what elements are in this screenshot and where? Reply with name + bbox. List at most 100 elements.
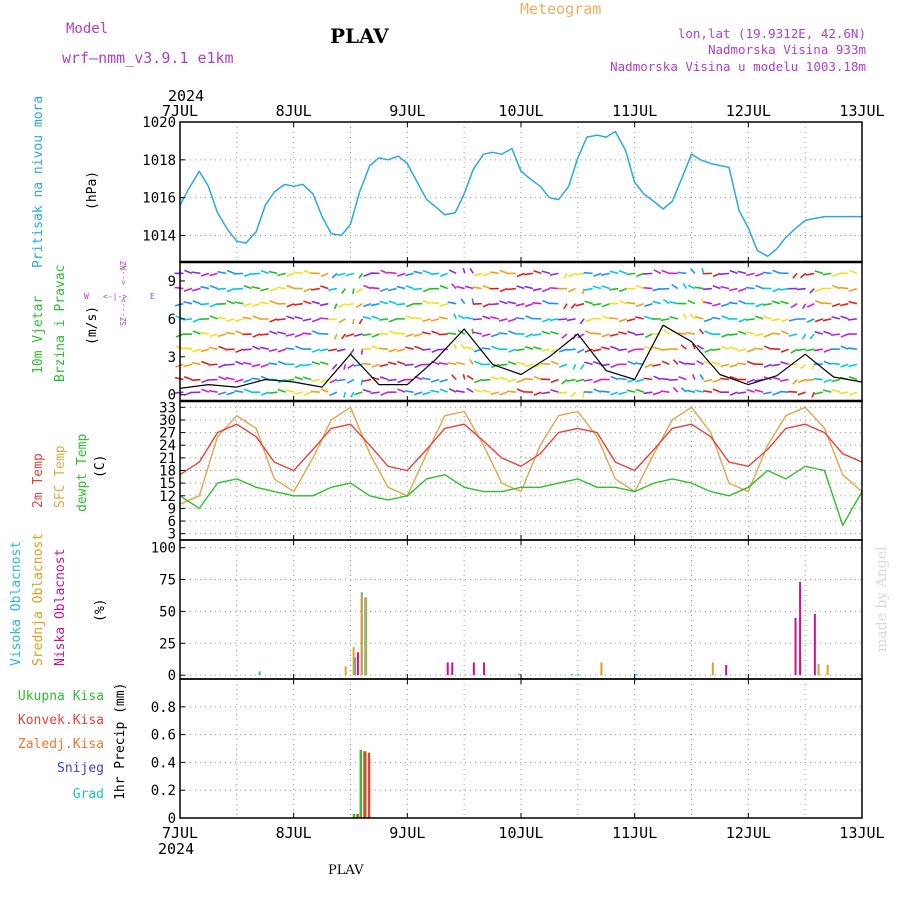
cloud-bar xyxy=(799,582,802,676)
wind-arrow xyxy=(635,316,644,320)
wind-arrow xyxy=(460,343,466,350)
wind-arrow xyxy=(251,272,261,275)
wind-arrow xyxy=(447,301,457,305)
wind-arrow xyxy=(610,345,619,350)
wind-arrow xyxy=(515,302,525,307)
y-tick-label: 0 xyxy=(168,388,176,404)
wind-arrow xyxy=(609,333,619,337)
wind-arrow xyxy=(626,301,636,305)
wind-arrow xyxy=(840,363,849,368)
wind-arrow xyxy=(345,333,355,338)
wind-arrow xyxy=(568,287,576,293)
wind-arrow xyxy=(549,286,559,290)
wind-arrow xyxy=(822,272,832,276)
wind-arrow xyxy=(201,388,210,393)
wind-arrow xyxy=(618,287,628,293)
wind-arrow xyxy=(796,348,806,352)
wind-arrow xyxy=(379,318,389,321)
wind-arrow xyxy=(362,315,372,320)
wind-arrow xyxy=(405,302,414,308)
wind-arrow xyxy=(584,348,593,353)
bottom-time-labels: 7JUL 8JUL 9JUL 10JUL 11JUL 12JUL 13JUL xyxy=(162,824,885,842)
wind-arrow xyxy=(801,303,807,310)
wind-arrow xyxy=(491,345,500,350)
pressure-unit: (hPa) xyxy=(85,171,100,210)
wind-arrow xyxy=(559,363,568,368)
wind-arrow xyxy=(370,302,380,307)
wind-arrow xyxy=(771,318,781,322)
wind-arrow xyxy=(260,375,269,381)
wind-arrow xyxy=(755,284,764,290)
wind-arrow xyxy=(696,344,704,350)
wind-arrow xyxy=(737,391,747,395)
wind-arrow xyxy=(319,361,329,366)
wind-arrow xyxy=(396,302,406,306)
wind-arrow xyxy=(685,362,695,366)
wind-arrow xyxy=(779,378,789,382)
wind-arrow xyxy=(601,272,610,276)
wind-arrow xyxy=(438,333,448,336)
wind-arrow xyxy=(652,287,661,292)
wind-arrow xyxy=(507,300,517,305)
wind-arrow xyxy=(439,284,448,290)
wind-arrow xyxy=(729,287,738,292)
wind-arrow xyxy=(277,388,286,393)
wind-arrow xyxy=(388,348,397,353)
snow-label: Snijeg xyxy=(57,761,104,776)
y-tick-label: 0 xyxy=(168,811,176,827)
wind-arrow xyxy=(345,272,355,277)
wind-arrow xyxy=(644,333,653,339)
cloud-bar xyxy=(483,662,486,676)
wind-arrow xyxy=(515,361,525,366)
wind-arrow xyxy=(208,363,218,366)
wind-arrow xyxy=(438,316,448,320)
wind-arrow xyxy=(448,269,457,275)
wind-arrow xyxy=(396,285,406,290)
wind-arrow xyxy=(286,284,295,290)
wind-arrow xyxy=(464,346,474,350)
wind-arrow xyxy=(831,302,841,308)
wind-arrow xyxy=(678,360,687,366)
y-tick-label: 9 xyxy=(168,501,176,517)
wind-arrow xyxy=(234,301,244,305)
wind-arrow xyxy=(677,332,687,335)
wind-arrow xyxy=(689,268,696,274)
wind-arrow xyxy=(507,318,517,323)
temp-unit: (C) xyxy=(93,455,108,478)
wind-arrow xyxy=(762,302,772,306)
time-label-top: 13JUL xyxy=(839,102,884,120)
wind-arrow xyxy=(473,272,483,277)
wind-arrow xyxy=(577,333,585,339)
wind-arrow xyxy=(413,316,423,320)
wind-arrow xyxy=(277,331,286,335)
wind-arrow xyxy=(268,348,278,353)
y-tick-label: 1016 xyxy=(142,191,176,207)
wind-arrow xyxy=(328,348,338,352)
wind-arrow xyxy=(260,346,269,350)
y-tick-label: 6 xyxy=(168,312,176,328)
wind-arrow xyxy=(558,318,568,321)
wind-arrow xyxy=(439,378,448,383)
cloud-bar xyxy=(725,664,728,676)
wind-arrow xyxy=(746,348,755,353)
wind-arrow xyxy=(388,300,397,305)
wind-arrow xyxy=(593,272,602,277)
wind-arrow xyxy=(516,388,525,393)
wind-arrow xyxy=(704,330,713,335)
top-time-labels: 7JUL 8JUL 9JUL 10JUL 11JUL 12JUL 13JUL xyxy=(162,102,885,120)
wind-arrow xyxy=(200,348,210,353)
wind-arrow xyxy=(811,391,815,398)
wind-arrow xyxy=(447,361,457,366)
wind-arrow xyxy=(524,345,534,350)
temp-panel xyxy=(179,406,863,526)
wind-arrow xyxy=(627,330,636,335)
wind-arrow xyxy=(362,378,372,383)
wind-arrow xyxy=(319,317,329,320)
wind-arrow xyxy=(457,314,466,320)
wind-arrow xyxy=(345,302,355,307)
wind-arrow xyxy=(549,272,559,276)
wind-arrow xyxy=(268,391,278,395)
wind-arrow xyxy=(848,376,858,381)
wind-arrow xyxy=(294,315,303,320)
wind-arrow xyxy=(192,348,201,353)
